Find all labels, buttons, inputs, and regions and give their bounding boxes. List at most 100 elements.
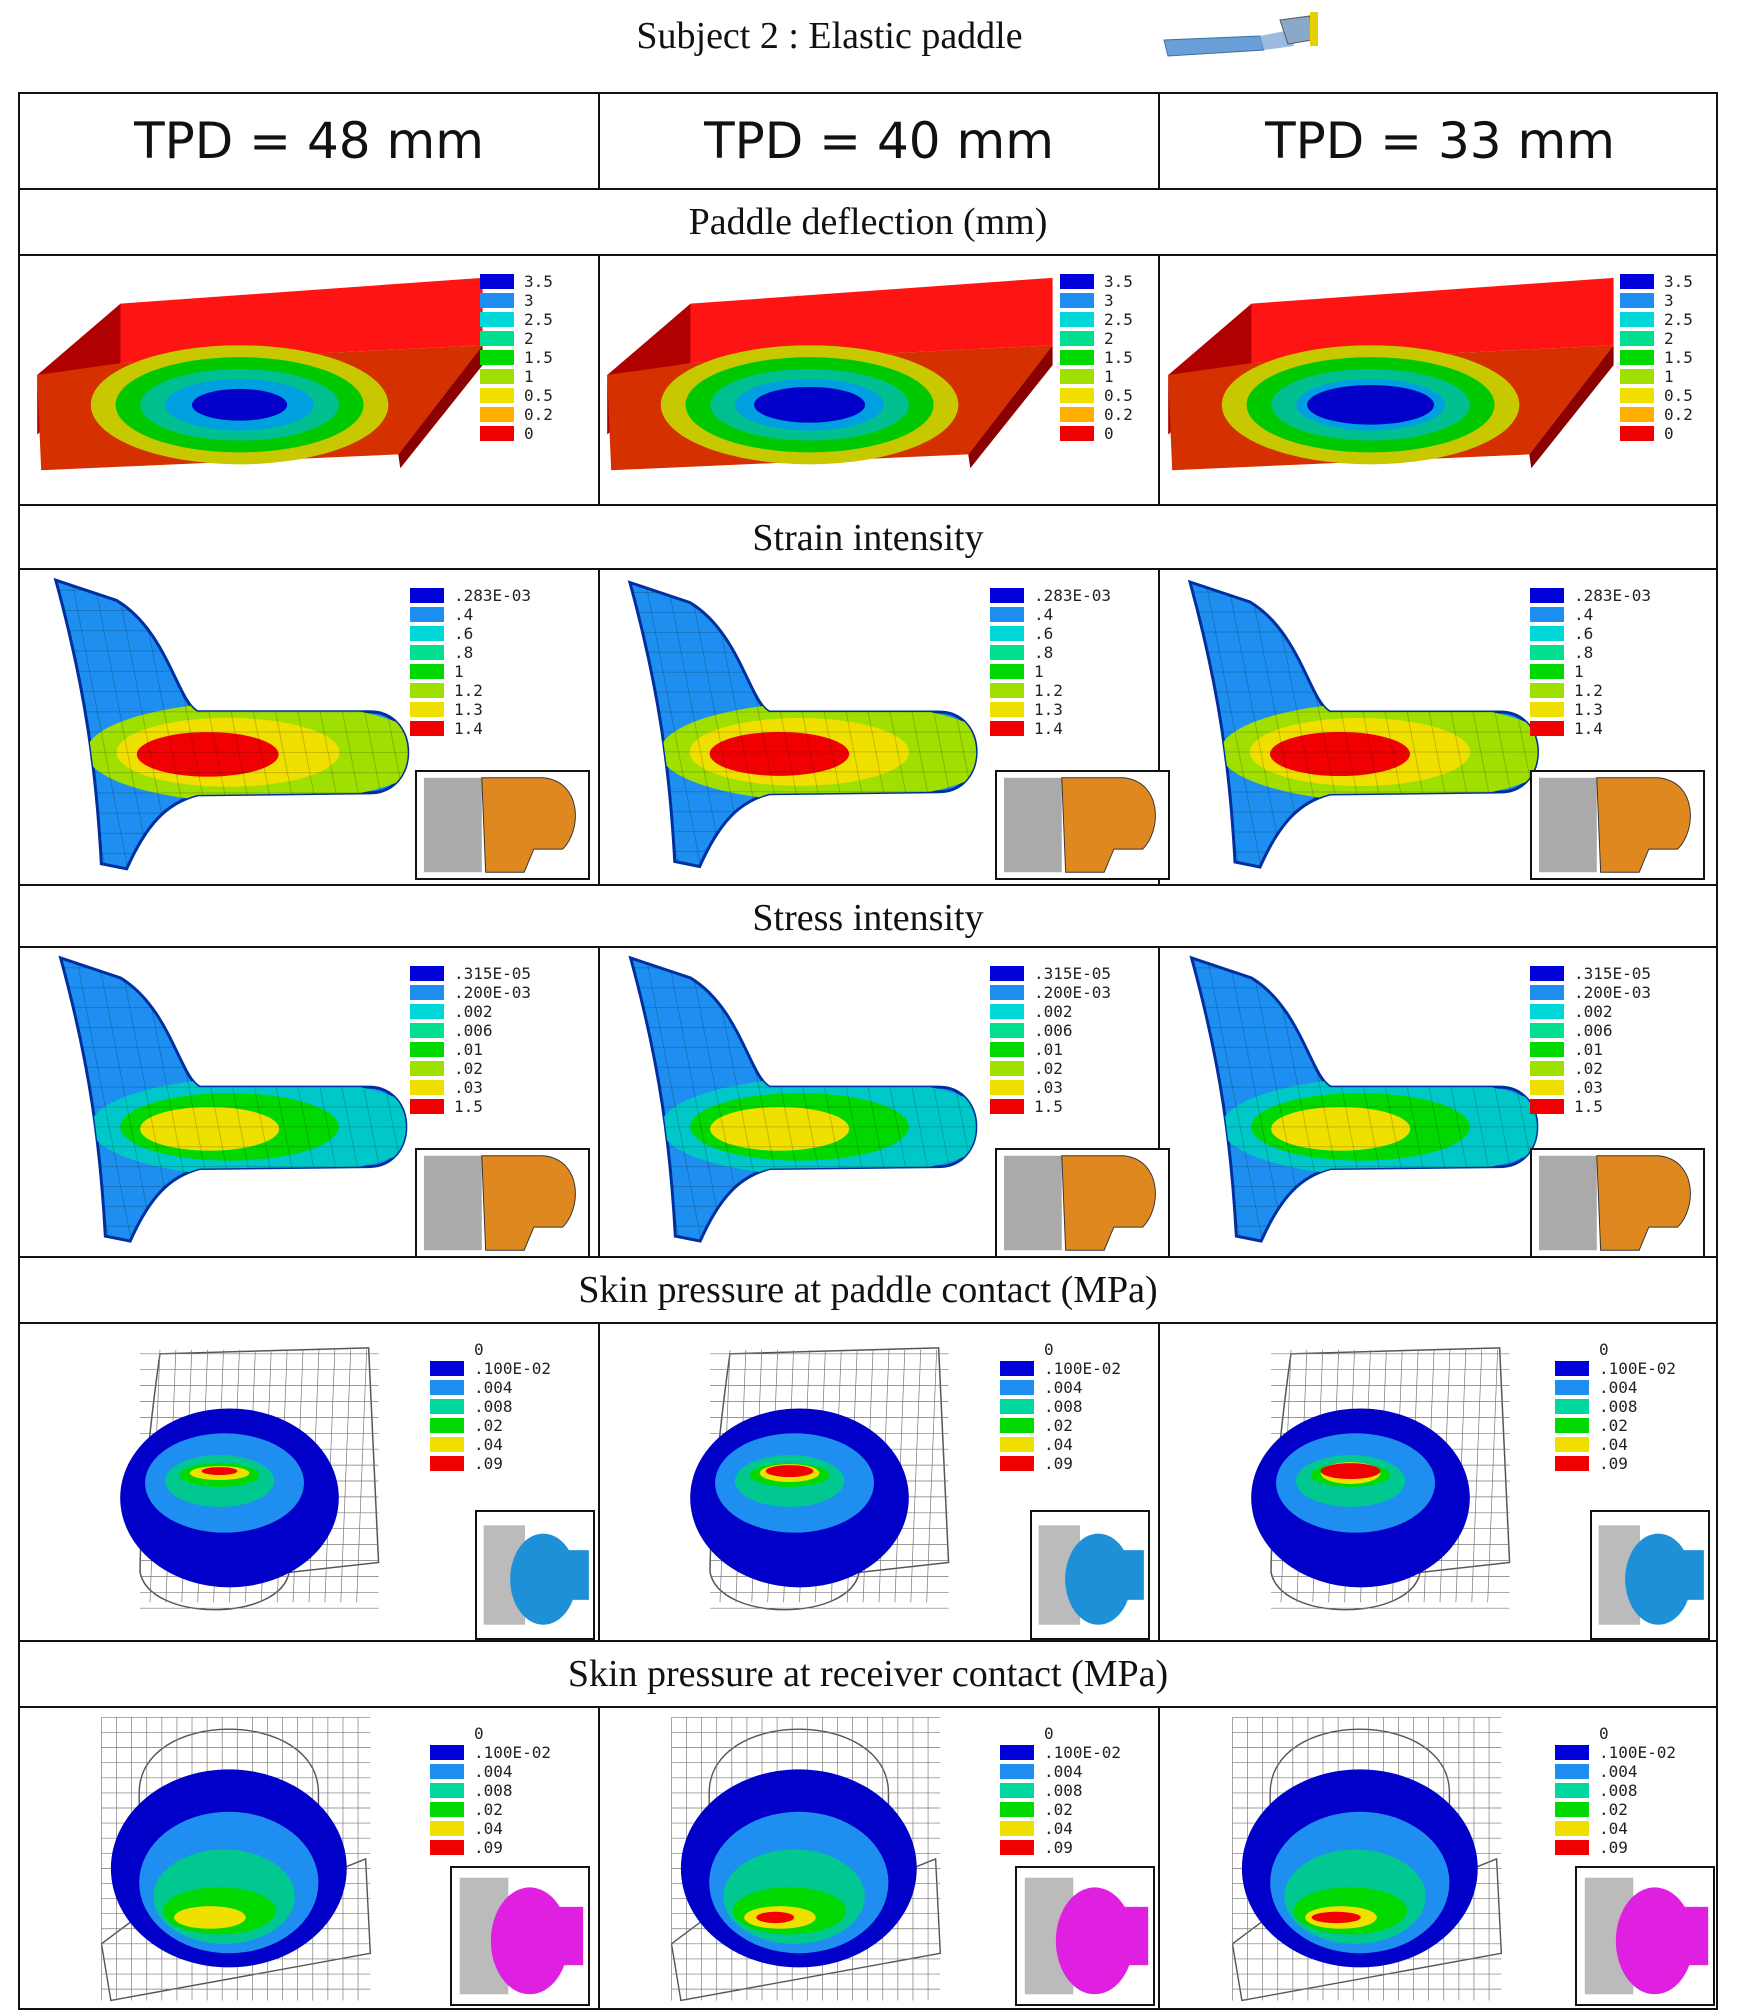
legend-label: 2.5 [1664, 310, 1693, 329]
legend-entry: .6 [1530, 624, 1651, 643]
legend-swatch [1000, 1418, 1034, 1433]
legend-label: 1 [524, 367, 534, 386]
legend-label: 0 [1664, 424, 1674, 443]
legend-label: 2 [524, 329, 534, 348]
section-receiver-pressure-title: Skin pressure at receiver contact (MPa) [20, 1642, 1716, 1708]
legend-swatch [1000, 1361, 1034, 1376]
legend-entry: 1 [1620, 367, 1693, 386]
stress-cell: .315E-05.200E-03.002.006.01.02.03 1.5 [20, 948, 600, 1258]
legend-entry: .008 [1555, 1397, 1676, 1416]
legend-label: .01 [454, 1040, 483, 1059]
legend-label: .4 [454, 605, 474, 624]
legend-swatch [990, 626, 1024, 641]
legend-entry: .02 [990, 1059, 1111, 1078]
legend-entry: .04 [1000, 1819, 1121, 1838]
legend-entry: .283E-03 [1530, 586, 1651, 605]
legend-entry: .004 [1000, 1378, 1121, 1397]
legend-entry: .03 [410, 1078, 531, 1097]
deflected-paddle-plot [607, 277, 1053, 471]
legend-swatch [1620, 293, 1654, 308]
legend-entry: .004 [1000, 1762, 1121, 1781]
legend-entry: 0 [1555, 1340, 1676, 1359]
legend-swatch [1060, 407, 1094, 422]
legend-entry: 3 [1620, 291, 1693, 310]
legend-entry: 0 [430, 1724, 551, 1743]
deflection-cell: 3.5 3 2.5 2 1.5 1 0.5 0.2 0 [1160, 256, 1720, 504]
strain-cell: .283E-03.4.6.8 1 1.2 1.3 1.4 [600, 570, 1170, 884]
legend-entry: .02 [1000, 1800, 1121, 1819]
contact-inset-image [475, 1510, 595, 1640]
paddle-mesh-plot [628, 955, 978, 1243]
legend-swatch [430, 1380, 464, 1395]
legend-swatch [1555, 1418, 1589, 1433]
legend-entry: 0 [1555, 1724, 1676, 1743]
legend-entry: .09 [430, 1838, 551, 1857]
legend-label: .02 [474, 1416, 503, 1435]
legend-entry: 3 [480, 291, 553, 310]
legend-entry: 2 [1620, 329, 1693, 348]
legend-label: .100E-02 [474, 1359, 552, 1378]
legend-swatch [410, 1061, 444, 1076]
legend-swatch [1530, 1061, 1564, 1076]
legend-label: .04 [474, 1819, 503, 1838]
legend-label: .008 [1599, 1397, 1638, 1416]
legend-label: .04 [1599, 1819, 1628, 1838]
legend-entry: .006 [990, 1021, 1111, 1040]
legend-label: 2 [1664, 329, 1674, 348]
legend-entry: 0.2 [1620, 405, 1693, 424]
legend-swatch [1530, 721, 1564, 736]
legend-label: 0 [1104, 424, 1114, 443]
legend-label: 3 [1664, 291, 1674, 310]
legend-swatch [480, 293, 514, 308]
legend-swatch [1620, 274, 1654, 289]
receiver-pressure-cell: 0.100E-02.004.008.02.04.09 [600, 1708, 1160, 2008]
legend-label: 1 [1034, 662, 1044, 681]
deflection-cell: 3.5 3 2.5 2 1.5 1 0.5 0.2 0 [600, 256, 1160, 504]
legend-entry: 1.5 [1620, 348, 1693, 367]
paddle-mesh-plot [1189, 955, 1539, 1243]
legend-entry: .09 [1555, 1838, 1676, 1857]
legend-label: .002 [454, 1002, 493, 1021]
legend-swatch [1000, 1456, 1034, 1471]
skin-pressure-plot [1251, 1347, 1511, 1611]
legend-label: 0 [1044, 1724, 1054, 1743]
legend-entry: .283E-03 [990, 586, 1111, 605]
legend-label: .008 [1599, 1781, 1638, 1800]
stress-cell: .315E-05.200E-03.002.006.01.02.03 1.5 [600, 948, 1170, 1258]
legend-entry: 1.2 [410, 681, 531, 700]
deflection-row: 3.5 3 2.5 2 1.5 1 0.5 0.2 0 3.5 3 2.5 2 1.5 1 0.5 0.2 0 … [20, 256, 1716, 506]
legend-entry: .8 [990, 643, 1111, 662]
legend-entry: .315E-05 [1530, 964, 1651, 983]
legend-swatch [430, 1821, 464, 1836]
legend-swatch [1000, 1380, 1034, 1395]
legend-swatch [1555, 1783, 1589, 1798]
skin-pressure-plot [670, 1717, 942, 2002]
legend-label: 0 [1599, 1340, 1609, 1359]
legend-label: .02 [454, 1059, 483, 1078]
legend-entry: .09 [1000, 1454, 1121, 1473]
legend-swatch [1060, 426, 1094, 441]
legend-label: .02 [474, 1800, 503, 1819]
paddle-mesh-plot [58, 955, 408, 1243]
legend-label: .100E-02 [1044, 1359, 1122, 1378]
legend-entry: .100E-02 [430, 1743, 551, 1762]
legend-entry: 0 [430, 1340, 551, 1359]
legend-label: .09 [474, 1454, 503, 1473]
color-legend: .283E-03.4.6.8 1 1.2 1.3 1.4 [1530, 586, 1651, 738]
col-header-40: TPD = 40 mm [600, 94, 1160, 188]
legend-label: 1.2 [454, 681, 483, 700]
legend-entry: 1.5 [480, 348, 553, 367]
legend-label: .01 [1574, 1040, 1603, 1059]
section-strain-title: Strain intensity [20, 506, 1716, 570]
legend-label: 0.2 [1664, 405, 1693, 424]
legend-swatch [990, 683, 1024, 698]
color-legend: 0.100E-02.004.008.02.04.09 [430, 1724, 551, 1857]
legend-swatch [1530, 683, 1564, 698]
legend-label: .02 [1599, 1416, 1628, 1435]
legend-swatch [1620, 312, 1654, 327]
legend-label: .008 [474, 1397, 513, 1416]
legend-label: 1.4 [1034, 719, 1063, 738]
paddle-icon [1163, 12, 1318, 57]
legend-entry: 0 [1000, 1724, 1121, 1743]
legend-entry: 3 [1060, 291, 1133, 310]
